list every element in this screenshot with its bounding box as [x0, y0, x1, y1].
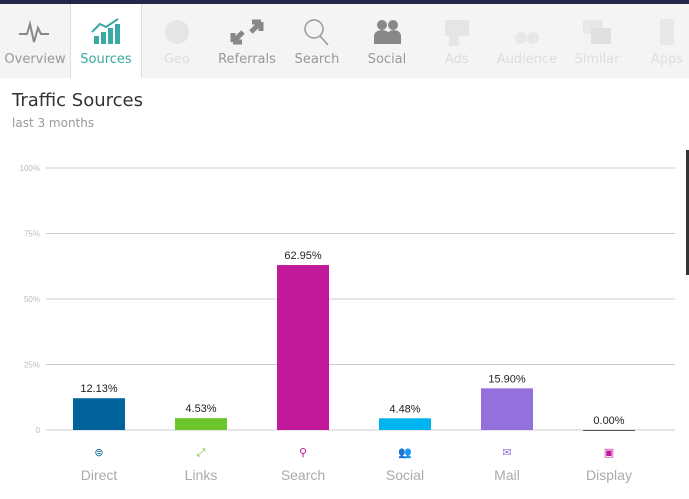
arrows-icon [212, 12, 282, 52]
tab-label: Similar [574, 52, 620, 67]
tab-geo: Geo [142, 4, 212, 78]
bar-direct [73, 398, 125, 430]
y-tick-label: 75% [24, 230, 40, 239]
pulse-icon [0, 12, 70, 52]
tab-label: Referrals [218, 52, 276, 67]
tab-overview[interactable]: Overview [0, 4, 70, 78]
page-subtitle: last 3 months [12, 116, 95, 130]
bar-links [175, 418, 227, 430]
x-tick-label: Social [386, 467, 424, 483]
display-icon: ▣ [604, 446, 614, 459]
data-label: 4.53% [185, 403, 216, 415]
data-label: 15.90% [488, 373, 526, 385]
top-bar [0, 0, 689, 4]
bar-mail [481, 388, 533, 430]
links-icon: ⤢ [197, 446, 206, 459]
tab-audience: Audience [492, 4, 562, 78]
tab-similar: Similar [562, 4, 632, 78]
tab-sources[interactable]: Sources [70, 4, 142, 78]
globe-icon [142, 12, 212, 52]
x-tick-label: Direct [81, 467, 118, 483]
tab-apps: Apps [632, 4, 689, 78]
mail-icon: ✉ [502, 446, 511, 459]
tab-label: Audience [496, 52, 558, 67]
direct-icon: ⊜ [94, 446, 103, 459]
tab-label: Apps [650, 52, 684, 67]
people-icon [352, 12, 422, 52]
page-title: Traffic Sources [12, 90, 144, 111]
tab-social[interactable]: Social [352, 4, 422, 78]
search-icon: ⚲ [299, 446, 307, 459]
y-tick-label: 0 [36, 426, 41, 435]
tab-ads: Ads [422, 4, 492, 78]
bar-search [277, 265, 329, 430]
bar-social [379, 418, 431, 430]
tab-referrals[interactable]: Referrals [212, 4, 282, 78]
tab-label: Overview [4, 52, 66, 67]
windows-icon [562, 12, 632, 52]
social-icon: 👥 [398, 446, 412, 459]
tab-label: Social [367, 52, 407, 67]
nav-tabs: Overview Sources Geo Referrals Search Social A… [0, 4, 689, 78]
tab-label: Sources [80, 52, 132, 67]
data-label: 12.13% [80, 383, 118, 395]
magnifier-icon [282, 12, 352, 52]
x-tick-label: Links [185, 467, 218, 483]
bar-display [583, 430, 635, 431]
x-tick-label: Mail [494, 467, 520, 483]
y-tick-label: 25% [24, 361, 40, 370]
ads-icon [422, 12, 492, 52]
tab-label: Ads [445, 52, 469, 67]
y-tick-label: 100% [20, 164, 40, 173]
tab-search[interactable]: Search [282, 4, 352, 78]
data-label: 62.95% [284, 250, 322, 262]
data-label: 4.48% [389, 403, 420, 415]
y-tick-label: 50% [24, 295, 40, 304]
x-tick-label: Search [281, 467, 325, 483]
chart-growth-icon [71, 12, 141, 52]
scrollbar[interactable] [686, 150, 689, 275]
binoculars-icon [492, 12, 562, 52]
tab-label: Geo [163, 52, 191, 67]
x-tick-label: Display [586, 467, 632, 483]
phone-icon [632, 12, 689, 52]
tab-label: Search [294, 52, 340, 67]
data-label: 0.00% [593, 415, 624, 427]
